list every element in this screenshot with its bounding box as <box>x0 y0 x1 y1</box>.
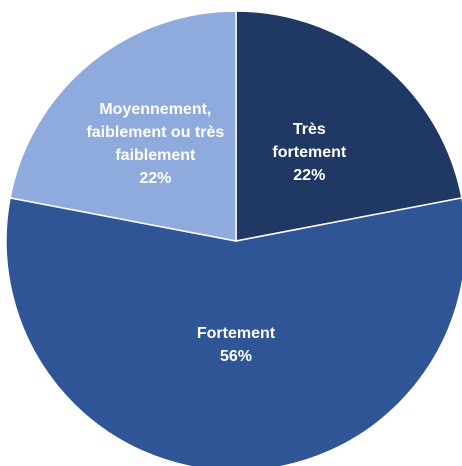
slice-label-box: Moyennement, faiblement ou très faibleme… <box>70 89 240 199</box>
pie-slice <box>5 197 462 466</box>
slice-label-box: Fortement 56% <box>156 290 316 400</box>
pie-slice <box>9 10 237 242</box>
slice-label: Très fortement 22% <box>254 97 364 207</box>
category-label: Fortement <box>196 324 276 342</box>
value-label: 56% <box>219 347 253 365</box>
category-label: Moyennement, faiblement ou très faibleme… <box>86 100 225 164</box>
category-label: Très fortement <box>272 120 347 161</box>
slice-label: Moyennement, faiblement ou très faibleme… <box>70 89 240 199</box>
slice-label-box: Très fortement 22% <box>254 97 364 207</box>
pie-slice <box>235 10 462 242</box>
slice-label: Fortement 56% <box>156 290 316 400</box>
value-label: 22% <box>293 166 326 184</box>
value-label: 22% <box>139 169 172 187</box>
